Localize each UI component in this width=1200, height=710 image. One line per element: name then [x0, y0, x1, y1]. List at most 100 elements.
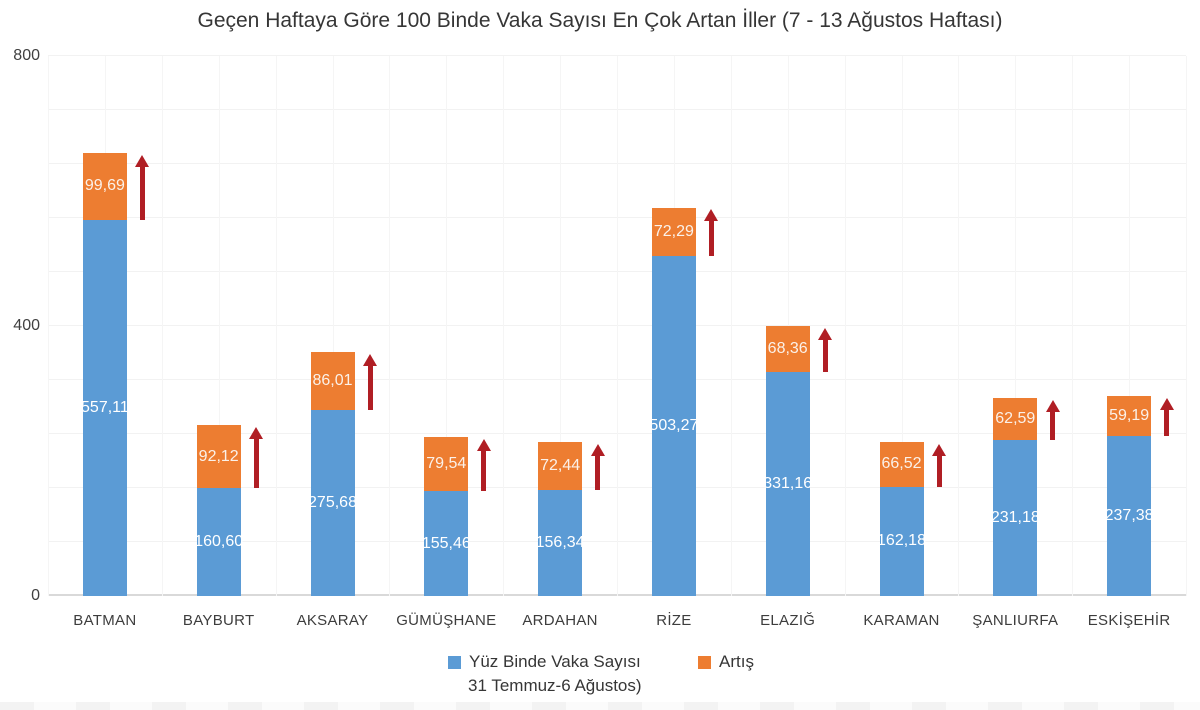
arrow-head [704, 209, 719, 222]
gridline-v-3 [218, 56, 220, 596]
bar-artis-eski̇şehi̇r [1107, 395, 1152, 436]
increase-arrow-icon-karaman [932, 443, 947, 487]
bar-artis-gümüşhane [424, 437, 469, 492]
y-tick-0: 0 [31, 587, 40, 604]
data-label-artis-eski̇şehi̇r: 59,19 [1109, 406, 1150, 424]
data-label-artis-karaman: 66,52 [881, 455, 922, 473]
legend-swatch-artis [698, 655, 711, 669]
legend-swatch-vaka [448, 655, 461, 669]
arrow-head [135, 154, 150, 167]
arrow-shaft [139, 166, 145, 220]
arrow-head [1045, 399, 1060, 412]
legend-item-artis: Artış [698, 652, 754, 672]
category-label-aksaray: AKSARAY [296, 612, 369, 629]
data-label-artis-aksaray: 86,01 [312, 371, 353, 389]
category-label-batman: BATMAN [73, 612, 137, 629]
bottom-artifact-band [0, 702, 1200, 710]
category-label-bayburt: BAYBURT [182, 612, 255, 629]
gridline-v-20 [1186, 56, 1187, 596]
increase-arrow-icon-aksaray [363, 353, 378, 410]
data-label-artis-ardahan: 72,44 [540, 457, 581, 475]
legend-label-vaka-line2: 31 Temmuz-6 Ağustos) [468, 676, 642, 695]
category-label-elaziğ: ELAZIĞ [760, 612, 816, 629]
increase-arrow-icon-ardahan [590, 443, 605, 491]
gridline-v-9 [560, 56, 562, 596]
arrow-shaft [367, 365, 373, 410]
data-label-artis-bayburt: 92,12 [198, 447, 239, 465]
y-tick-800: 800 [13, 47, 40, 64]
data-label-vaka-şanliurfa: 231,18 [990, 508, 1040, 526]
bar-artis-ri̇ze [651, 207, 696, 257]
arrow-head [590, 443, 605, 456]
arrow-head [476, 439, 491, 452]
legend: Yüz Binde Vaka Sayısı Artış 31 Temmuz-6 … [0, 652, 1200, 700]
arrow-shaft [822, 340, 828, 373]
data-label-vaka-aksaray: 275,68 [308, 493, 357, 511]
increase-arrow-icon-şanliurfa [1045, 399, 1060, 440]
bar-artis-karaman [879, 441, 924, 487]
increase-arrow-icon-gümüşhane [476, 439, 491, 492]
bar-vaka-aksaray [310, 409, 355, 596]
arrow-shaft [936, 455, 942, 487]
increase-arrow-icon-elaziğ [818, 328, 833, 373]
legend-label-artis: Artış [719, 652, 754, 671]
bar-artis-aksaray [310, 351, 355, 410]
gridline-v-12 [730, 56, 732, 596]
gridline-v-15 [901, 56, 903, 596]
data-label-vaka-eski̇şehi̇r: 237,38 [1104, 506, 1154, 524]
plot-area: 0 400 800 557,11 99,69 160,60 92,12 275,68 86,01… [13, 47, 1187, 604]
arrow-shaft [253, 439, 259, 488]
arrow-head [818, 328, 833, 341]
gridline-v-5 [332, 56, 334, 596]
y-tick-400: 400 [13, 317, 40, 334]
arrow-shaft [708, 221, 714, 257]
category-label-eski̇şehi̇r: ESKİŞEHİR [1087, 612, 1171, 629]
bar-artis-bayburt [196, 425, 241, 488]
data-label-artis-elaziğ: 68,36 [767, 340, 808, 358]
bar-artis-şanliurfa [993, 397, 1038, 440]
gridline-v-2 [161, 56, 163, 596]
gridline-v-16 [958, 56, 960, 596]
bar-artis-ardahan [538, 441, 583, 491]
arrow-shaft [481, 451, 487, 492]
legend-label-vaka: Yüz Binde Vaka Sayısı [469, 652, 641, 671]
gridline-v-14 [844, 56, 846, 596]
data-label-vaka-bayburt: 160,60 [194, 532, 244, 550]
bar-artis-elaziğ [765, 326, 810, 373]
category-axis-labels: BATMAN BAYBURT AKSARAY GÜMÜŞHANE ARDAHAN RİZE… [48, 612, 1186, 634]
gridline-v-0 [48, 56, 49, 596]
gridline-v-8 [503, 56, 505, 596]
category-label-ardahan: ARDAHAN [522, 612, 598, 629]
bar-vaka-karaman [879, 486, 924, 596]
gridline-v-7 [446, 56, 448, 596]
bar-vaka-elaziğ [765, 372, 810, 596]
data-label-vaka-ardahan: 156,34 [535, 534, 585, 552]
gridline-v-10 [617, 56, 618, 596]
data-label-artis-gümüşhane: 79,54 [426, 455, 467, 473]
category-label-şanliurfa: ŞANLIURFA [972, 612, 1059, 629]
arrow-shaft [1050, 411, 1056, 440]
increase-arrow-icon-bayburt [249, 427, 264, 488]
bar-vaka-bayburt [196, 487, 241, 596]
bar-artis-batman [82, 152, 127, 220]
increase-arrow-icon-ri̇ze [704, 209, 719, 257]
arrow-head [932, 443, 946, 456]
bar-vaka-ri̇ze [651, 256, 696, 596]
bar-vaka-ardahan [538, 490, 583, 596]
data-label-vaka-gümüşhane: 155,46 [421, 534, 471, 552]
data-label-vaka-ri̇ze: 503,27 [649, 417, 699, 435]
arrow-head [249, 427, 264, 440]
chart-title: Geçen Haftaya Göre 100 Binde Vaka Sayısı… [197, 9, 1003, 32]
bar-vaka-batman [82, 219, 127, 596]
legend-item-vaka: Yüz Binde Vaka Sayısı [448, 652, 641, 672]
increase-arrow-icon-eski̇şehi̇r [1159, 397, 1174, 436]
arrow-head [363, 353, 377, 366]
data-label-vaka-batman: 557,11 [81, 398, 129, 416]
data-label-vaka-karaman: 162,18 [877, 532, 926, 550]
bar-vaka-gümüşhane [424, 491, 469, 596]
gridline-v-13 [787, 56, 789, 596]
category-label-gümüşhane: GÜMÜŞHANE [396, 612, 497, 629]
arrow-shaft [1164, 409, 1170, 436]
gridline-h-800 [48, 55, 1186, 56]
